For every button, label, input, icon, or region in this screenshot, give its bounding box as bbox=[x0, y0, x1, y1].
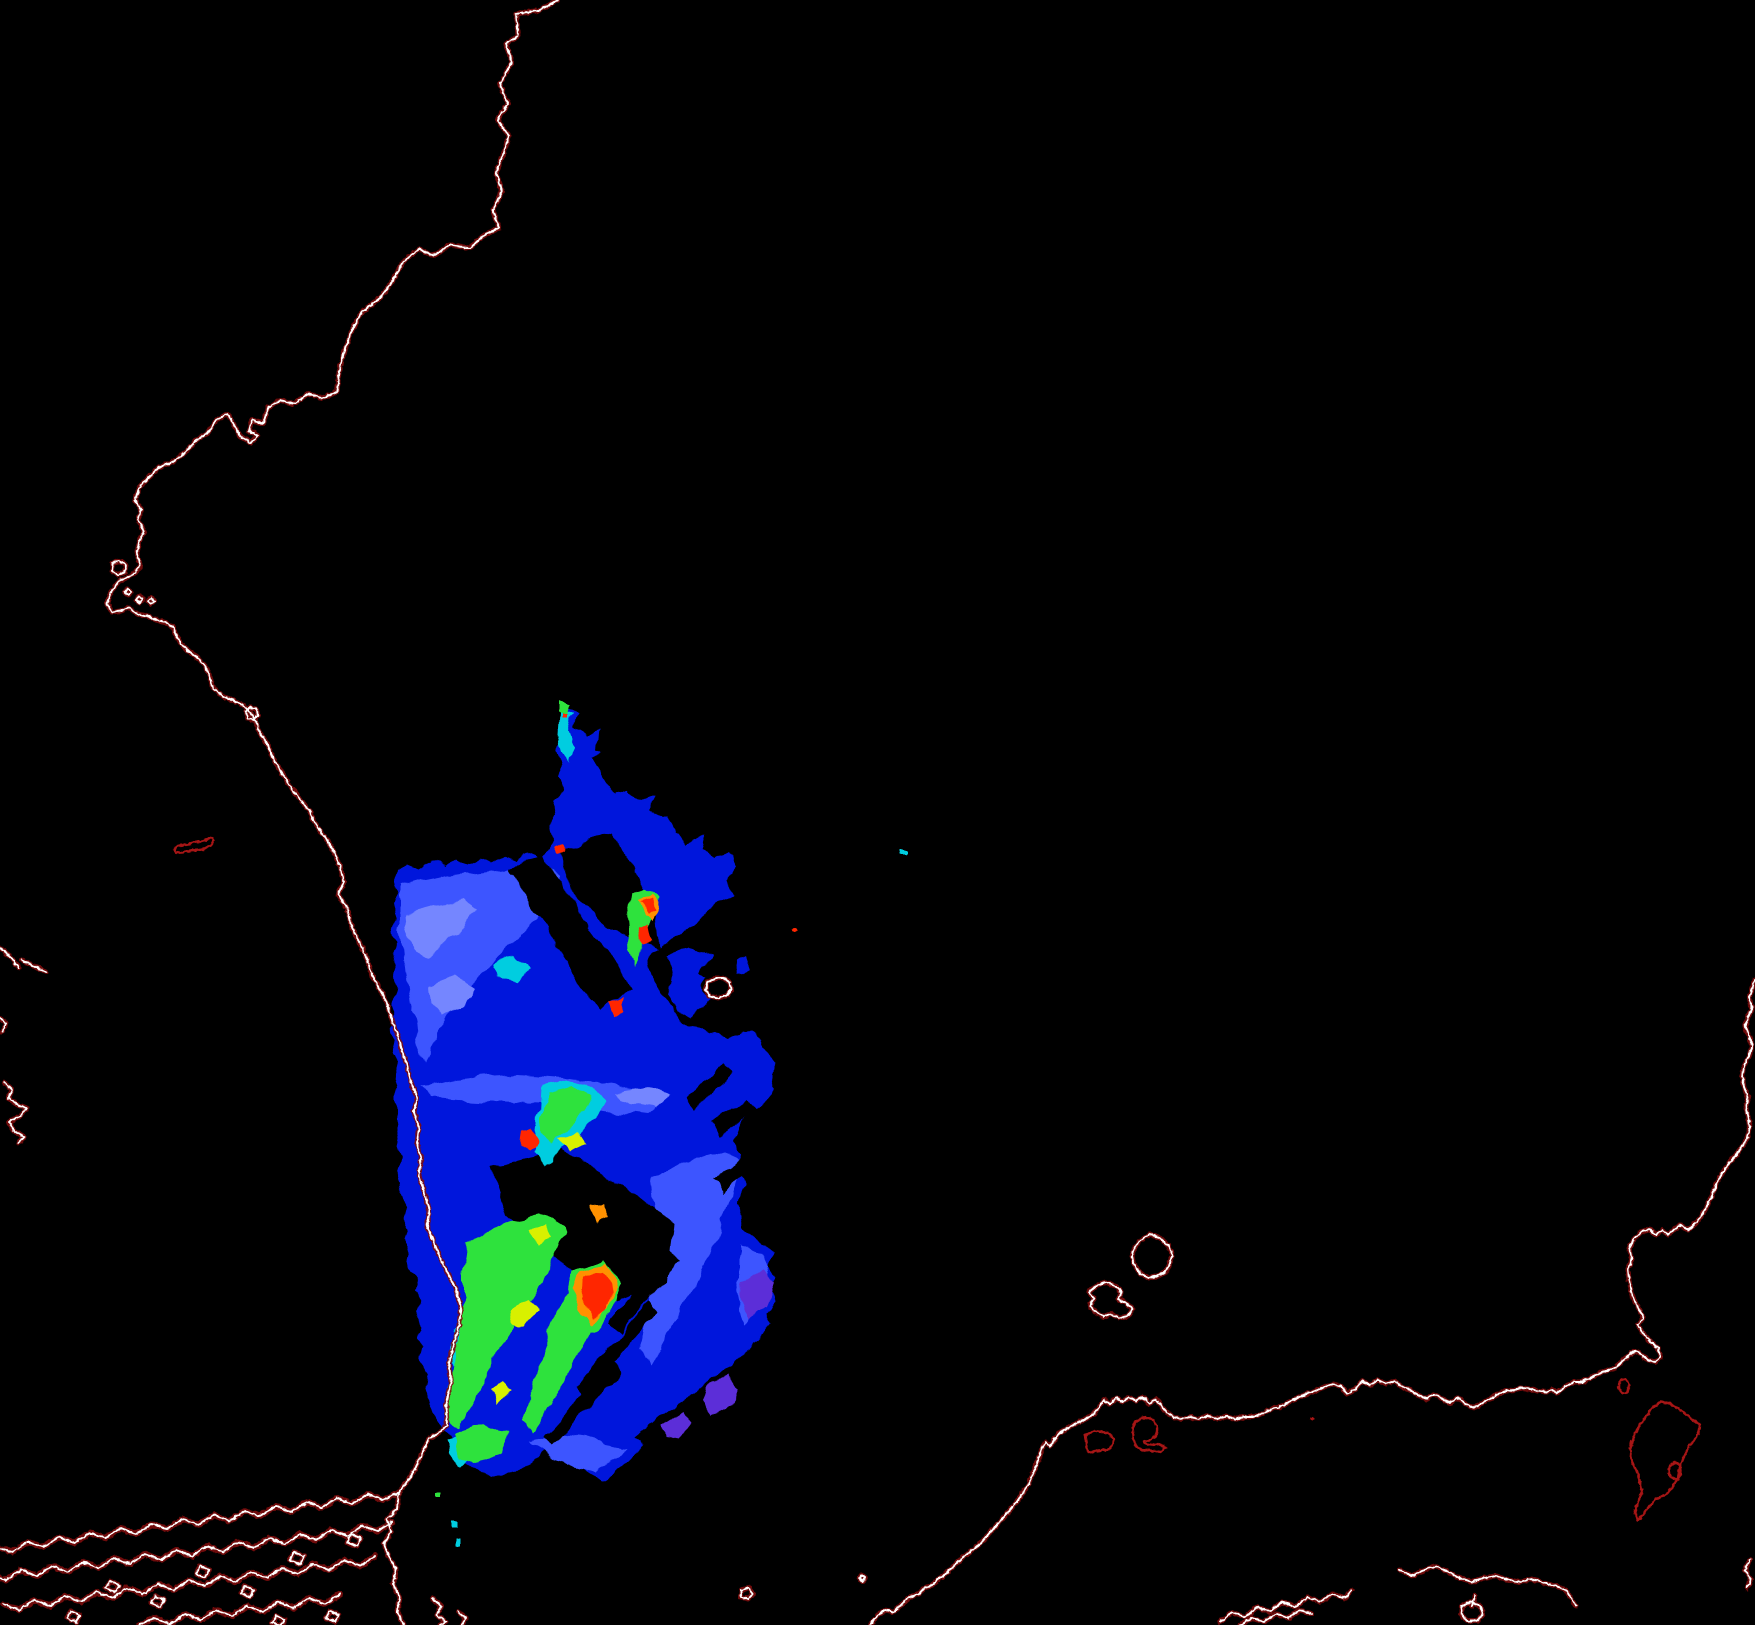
plume-yellow-spot bbox=[508, 1300, 538, 1328]
red-dot bbox=[1310, 1417, 1314, 1421]
plume-bright-patch bbox=[640, 1148, 740, 1368]
data-plume bbox=[391, 700, 908, 1546]
plume-green-mass bbox=[452, 1424, 510, 1464]
plume-pale bbox=[406, 898, 668, 1108]
plume-gap bbox=[576, 1302, 658, 1396]
plume-purple-patch bbox=[702, 1372, 740, 1416]
plume-red-spot bbox=[640, 898, 656, 916]
plume-yellow bbox=[488, 1132, 584, 1404]
red-elongated-island bbox=[1628, 1400, 1702, 1522]
plume-green-dot bbox=[436, 1493, 441, 1498]
plume-gaps bbox=[492, 744, 756, 1448]
plume-gap bbox=[544, 1362, 620, 1448]
plume-gap bbox=[688, 1064, 732, 1110]
plume-green-mass bbox=[446, 1214, 566, 1430]
plume-green-tip bbox=[560, 700, 572, 716]
plume-purple bbox=[662, 1268, 774, 1438]
plume-gap bbox=[492, 1150, 672, 1300]
red-small-ring bbox=[1617, 1377, 1631, 1395]
plume-green bbox=[436, 700, 658, 1498]
plume-yellow-spot bbox=[560, 1132, 584, 1154]
plume-cyan-streak bbox=[492, 956, 530, 982]
plume-gap bbox=[712, 1152, 756, 1192]
plume-red-spot bbox=[556, 842, 566, 856]
plume-yellow-spot bbox=[530, 1224, 552, 1244]
red-lake-ring-tail bbox=[1131, 1416, 1168, 1454]
plume-base-island-patch bbox=[666, 948, 716, 1018]
plume-red-spot bbox=[610, 998, 626, 1016]
plume-red-spot bbox=[636, 926, 652, 948]
plume-base-fragment bbox=[734, 958, 748, 976]
plume-cyan-dot bbox=[902, 852, 908, 857]
plume-cyan-streak bbox=[560, 706, 574, 766]
plume-orange-spot bbox=[590, 1202, 610, 1222]
red-lake-squiggle bbox=[172, 837, 215, 855]
plume-gap bbox=[708, 1098, 756, 1136]
plume-red-spot bbox=[582, 1272, 612, 1318]
plume-purple-patch bbox=[662, 1410, 692, 1438]
plume-green-arc bbox=[542, 1086, 592, 1146]
plume-pale-ribbon bbox=[430, 976, 474, 1016]
red-lake-quad bbox=[1083, 1429, 1116, 1454]
plume-gap bbox=[608, 1252, 680, 1332]
plume-red-dot bbox=[564, 714, 569, 719]
red-small-ring bbox=[1667, 1461, 1683, 1481]
plume-red bbox=[520, 714, 800, 1318]
plume-purple-patch bbox=[740, 1268, 774, 1318]
plume-yellow-spot bbox=[488, 1380, 512, 1404]
plume-cyan-dot bbox=[456, 1540, 461, 1546]
red-outlines bbox=[172, 837, 1702, 1522]
plume-cyan-dot bbox=[452, 1522, 458, 1530]
plume-gap bbox=[592, 744, 648, 796]
plume-pale-ribbon bbox=[406, 898, 478, 956]
plume-gap bbox=[508, 856, 632, 1010]
plume-red-spot bbox=[520, 1128, 538, 1150]
plume-pale-ribbon bbox=[612, 1086, 668, 1108]
plume-red-dot bbox=[794, 928, 800, 934]
plume-gap bbox=[662, 796, 716, 846]
